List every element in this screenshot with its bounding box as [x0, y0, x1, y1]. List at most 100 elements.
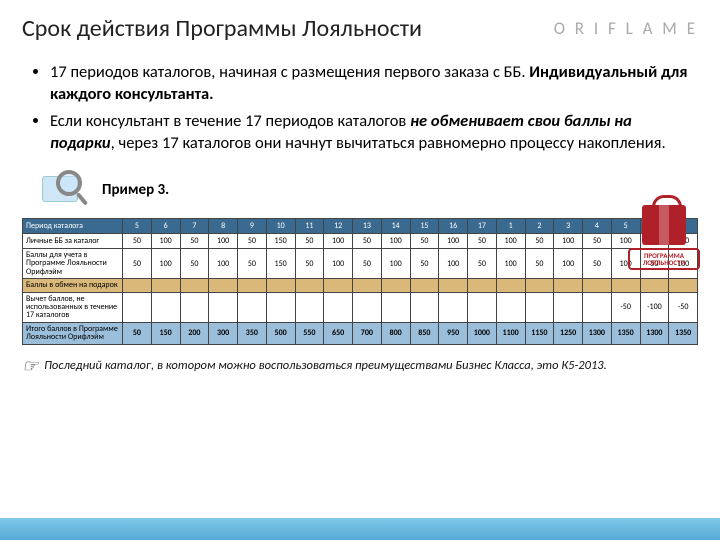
cell [468, 279, 497, 292]
cell [238, 279, 267, 292]
cell [209, 292, 238, 322]
cell: 100 [151, 234, 180, 249]
cell: 50 [353, 249, 382, 279]
cell [525, 279, 554, 292]
cell: 100 [324, 249, 353, 279]
cell: 850 [410, 322, 439, 344]
cell [439, 292, 468, 322]
cell: 50 [525, 249, 554, 279]
cell: 1100 [496, 322, 525, 344]
row-label: Баллы в обмен на подарок [23, 279, 123, 292]
cell: 150 [151, 322, 180, 344]
footnote: ☞ Последний каталог, в котором можно вос… [22, 355, 698, 377]
cell: 50 [353, 234, 382, 249]
period-col: 10 [266, 219, 295, 234]
cell: 200 [180, 322, 209, 344]
cell: 50 [583, 234, 612, 249]
cell [209, 279, 238, 292]
cell: 50 [295, 249, 324, 279]
cell: 350 [238, 322, 267, 344]
cell [525, 292, 554, 322]
cell [583, 292, 612, 322]
slide-header: Срок действия Программы Лояльности O R I… [22, 14, 698, 43]
cell [324, 279, 353, 292]
hand-icon: ☞ [22, 355, 38, 377]
bullet-list: 17 периодов каталогов, начиная с размеще… [50, 61, 688, 154]
cell [583, 279, 612, 292]
period-col: 14 [381, 219, 410, 234]
cell: 100 [209, 234, 238, 249]
period-col: 15 [410, 219, 439, 234]
period-col: 3 [554, 219, 583, 234]
cell [410, 279, 439, 292]
period-col: 2 [525, 219, 554, 234]
cell [266, 279, 295, 292]
cell: 100 [381, 234, 410, 249]
bullet-2: Если консультант в течение 17 периодов к… [50, 110, 688, 155]
cell: 100 [554, 234, 583, 249]
cell: 100 [496, 234, 525, 249]
period-col: 6 [151, 219, 180, 234]
cell [496, 279, 525, 292]
cell: 700 [353, 322, 382, 344]
cell: -100 [640, 292, 669, 322]
footnote-text: Последний каталог, в котором можно воспо… [44, 358, 607, 373]
table-row: Баллы в обмен на подарок [23, 279, 698, 292]
cell: 50 [525, 234, 554, 249]
cell: 50 [410, 249, 439, 279]
cell: 150 [266, 234, 295, 249]
table-row: Итого баллов в Программе Лояльности Ориф… [23, 322, 698, 344]
period-col: 5 [123, 219, 152, 234]
cell: 150 [266, 249, 295, 279]
data-table: Период каталога 567891011121314151617123… [22, 218, 698, 345]
cell: 100 [324, 234, 353, 249]
cell [554, 279, 583, 292]
cell: 300 [209, 322, 238, 344]
period-col: 16 [439, 219, 468, 234]
cell [123, 292, 152, 322]
cell: 1350 [611, 322, 640, 344]
cell [238, 292, 267, 322]
col-header-label: Период каталога [23, 219, 123, 234]
cell: 50 [123, 322, 152, 344]
cell [554, 292, 583, 322]
cell: 100 [439, 249, 468, 279]
example-row: Пример 3. [42, 170, 698, 210]
period-col: 17 [468, 219, 497, 234]
cell: 550 [295, 322, 324, 344]
cell [468, 292, 497, 322]
cell: -50 [611, 292, 640, 322]
period-col: 7 [180, 219, 209, 234]
cell [640, 279, 669, 292]
bullet-1: 17 периодов каталогов, начиная с размеще… [50, 61, 688, 106]
cell [123, 279, 152, 292]
cell [295, 292, 324, 322]
period-col: 13 [353, 219, 382, 234]
cell: 800 [381, 322, 410, 344]
cell: 50 [410, 234, 439, 249]
cell: 650 [324, 322, 353, 344]
cell [324, 292, 353, 322]
table-row: Баллы для учета в Программе Лояльности О… [23, 249, 698, 279]
cell: 50 [123, 249, 152, 279]
page-title: Срок действия Программы Лояльности [22, 14, 422, 43]
cell [353, 279, 382, 292]
cell [180, 292, 209, 322]
cell: 100 [151, 249, 180, 279]
period-col: 8 [209, 219, 238, 234]
period-col: 11 [295, 219, 324, 234]
cell: 1150 [525, 322, 554, 344]
cell [410, 292, 439, 322]
brand-logo: O R I F L A M E [554, 18, 698, 39]
gift-icon [642, 205, 686, 245]
period-col: 4 [583, 219, 612, 234]
cell [611, 279, 640, 292]
cell: 100 [381, 249, 410, 279]
cell [381, 292, 410, 322]
cell: 50 [468, 234, 497, 249]
row-label: Вычет баллов, не использованных в течени… [23, 292, 123, 322]
period-col: 1 [496, 219, 525, 234]
cell [295, 279, 324, 292]
cell: 100 [209, 249, 238, 279]
row-label: Итого баллов в Программе Лояльности Ориф… [23, 322, 123, 344]
